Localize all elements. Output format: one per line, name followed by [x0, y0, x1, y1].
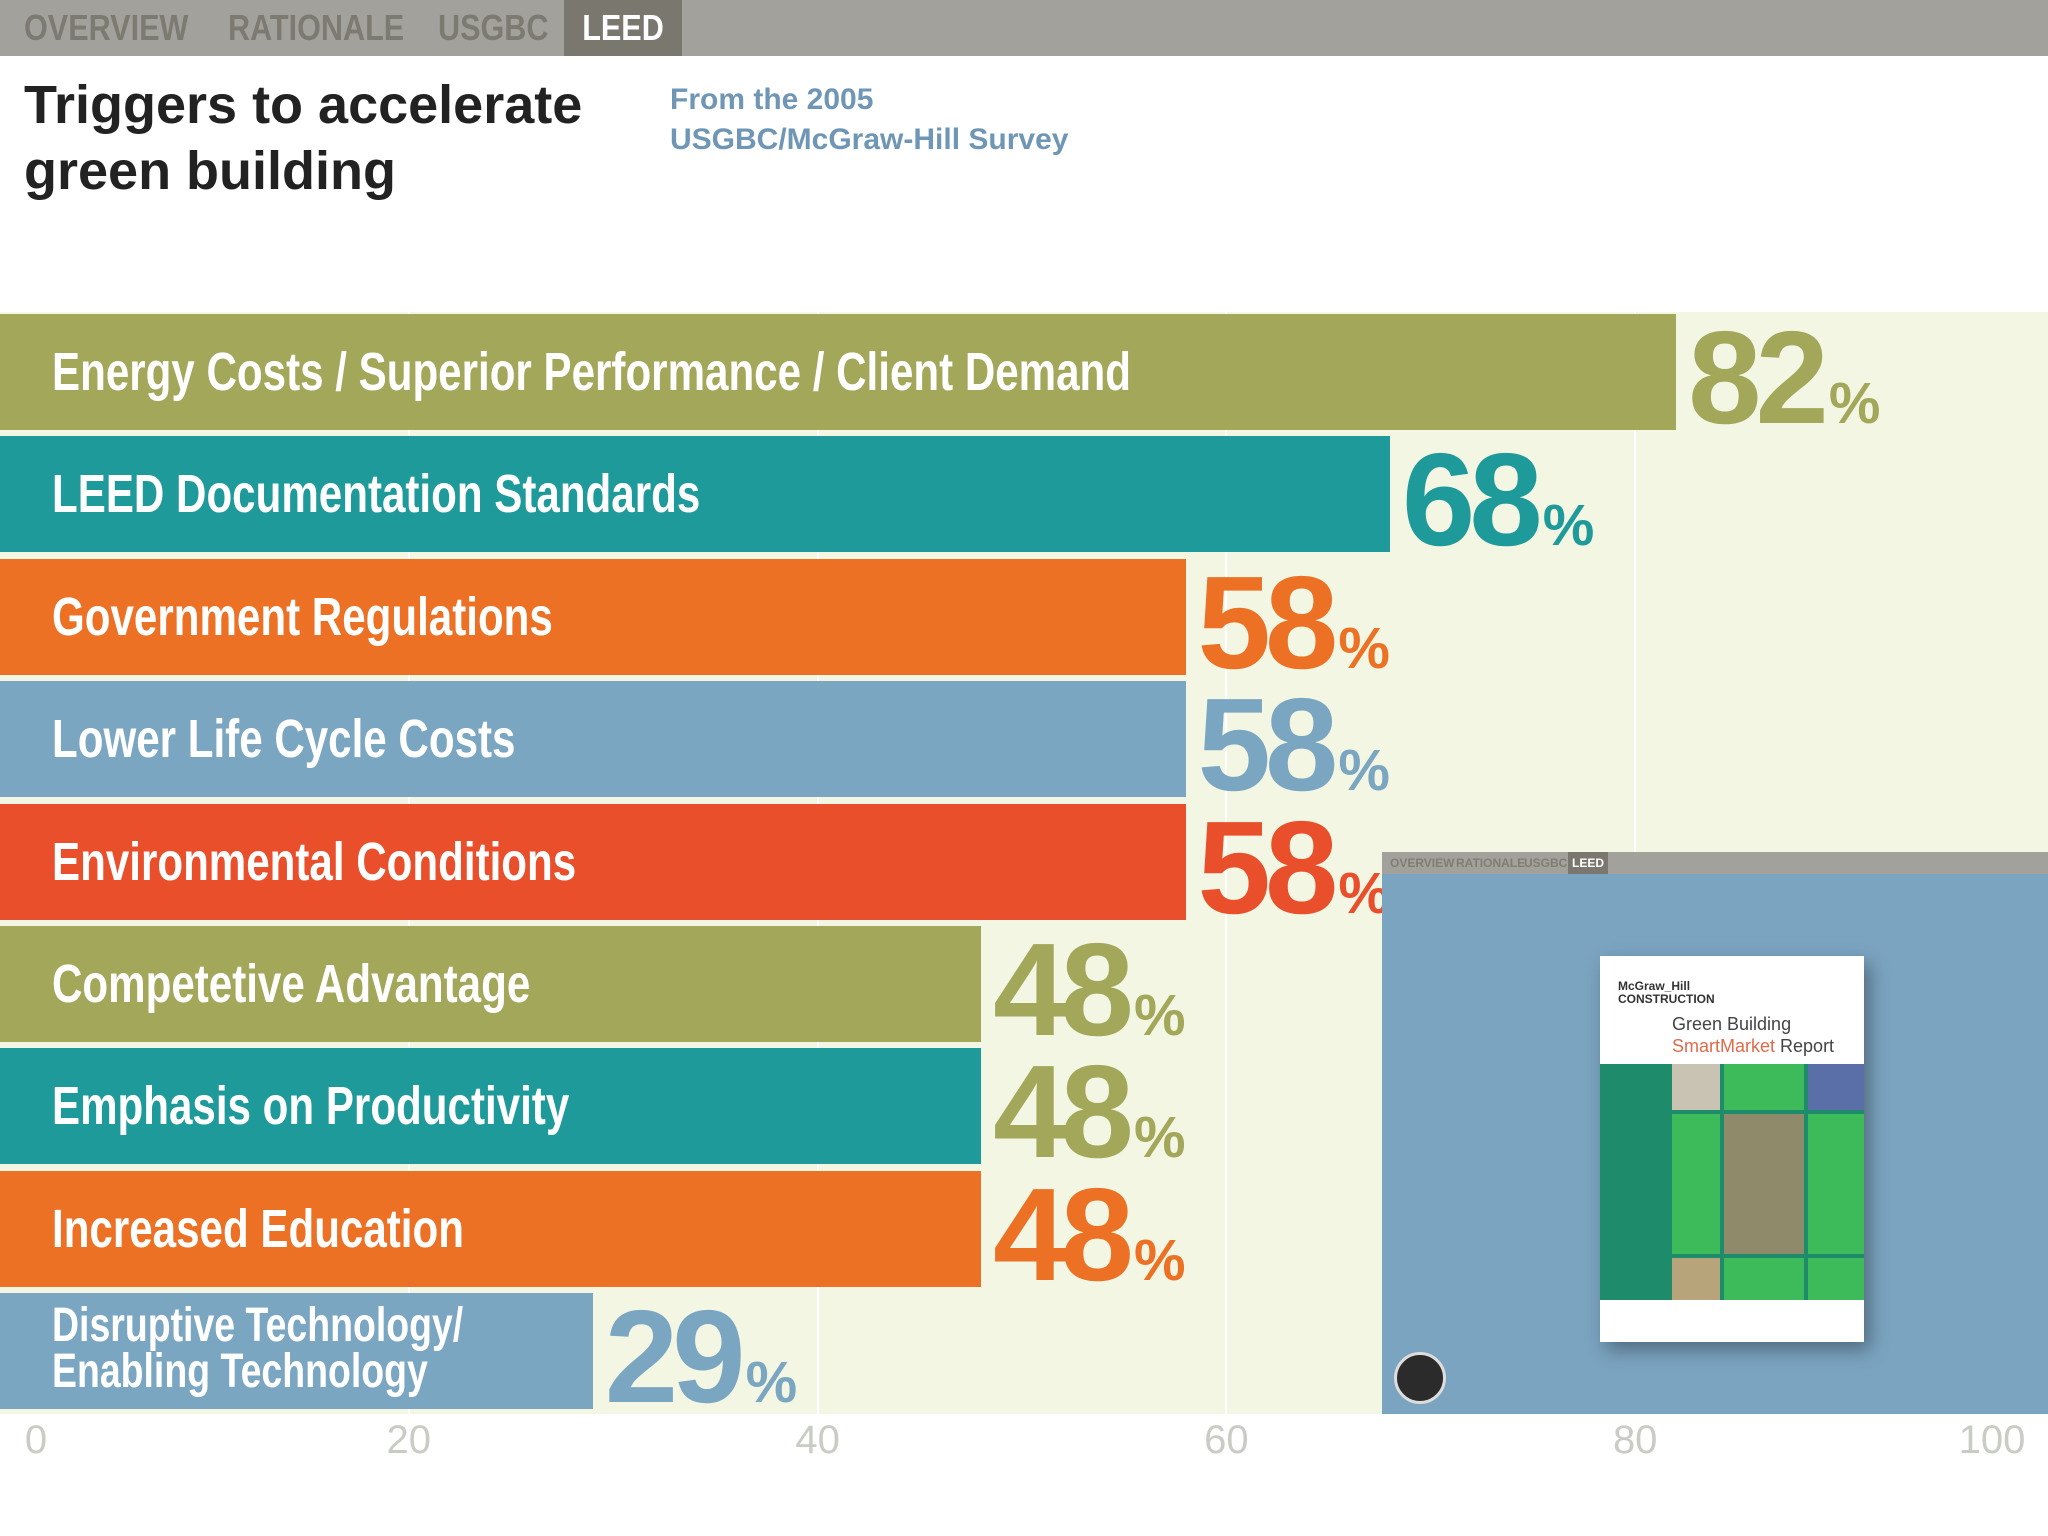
report-title-smartmarket: SmartMarket	[1672, 1036, 1776, 1056]
bar-value-number: 58	[1197, 671, 1339, 819]
bar-label: LEED Documentation Standards	[52, 465, 883, 523]
bar	[0, 1170, 982, 1287]
bar-value-number: 48	[993, 1160, 1134, 1308]
bar-label: Increased Education	[52, 1200, 580, 1258]
tab-rationale[interactable]: RATIONALE	[228, 0, 435, 56]
bar-value-label: 68%	[1402, 434, 1594, 566]
top-nav: OVERVIEW RATIONALE USGBC LEED	[0, 0, 2048, 56]
bar-value-label: 58%	[1198, 679, 1390, 811]
bar-value-number: 58	[1197, 793, 1339, 941]
page-title: Triggers to accelerate green building	[24, 75, 583, 201]
bar	[0, 558, 1186, 675]
percent-sign: %	[1542, 493, 1595, 559]
tab-leed[interactable]: LEED	[564, 0, 682, 56]
bar	[0, 681, 1186, 798]
cover-block	[1672, 1064, 1720, 1110]
bar-label: Environmental Conditions	[52, 833, 724, 891]
tab-label: OVERVIEW	[24, 7, 189, 48]
bar-label: Lower Life Cycle Costs	[52, 710, 646, 768]
percent-sign: %	[1338, 615, 1390, 681]
percent-sign: %	[1133, 983, 1186, 1048]
tab-usgbc[interactable]: USGBC	[438, 0, 568, 56]
bar	[0, 436, 1390, 553]
x-tick-label: 80	[1612, 1418, 1658, 1462]
cover-block	[1808, 1114, 1864, 1254]
bar-value-number: 48	[993, 1038, 1134, 1186]
bar-label-text: Environmental Conditions	[52, 831, 577, 892]
percent-sign: %	[1133, 1227, 1186, 1293]
x-tick-label: 60	[1204, 1418, 1249, 1462]
bar-label-text: Government Regulations	[52, 586, 553, 647]
cover-photo	[1724, 1114, 1804, 1254]
x-tick-label: 40	[795, 1418, 840, 1462]
report-subtitle: SmartMarket Report	[1672, 1036, 1834, 1057]
bar-label-text: Competetive Advantage	[52, 954, 531, 1014]
inset-tab-leed: LEED	[1568, 852, 1609, 874]
bar	[0, 803, 1186, 920]
tab-label: USGBC	[438, 7, 549, 48]
bar-label: Government Regulations	[52, 588, 694, 646]
inset-tab-usgbc: USGBC	[1524, 856, 1568, 870]
inset-nav: OVERVIEW RATIONALE USGBC LEED	[1382, 852, 2048, 874]
bar-label: Competetive Advantage	[52, 955, 665, 1013]
bar-value-label: 48%	[993, 1168, 1186, 1301]
bar-label: Energy Costs / Superior Performance / Cl…	[52, 343, 1435, 401]
bar-label: Emphasis on Productivity	[52, 1077, 715, 1135]
usgbc-seal-icon	[1394, 1352, 1446, 1404]
bar	[0, 1293, 593, 1410]
bar-label-text: Increased Education	[52, 1198, 464, 1259]
percent-sign: %	[1828, 371, 1881, 436]
report-title: Green Building	[1672, 1014, 1792, 1034]
bar-label-text: Emphasis on Productivity	[52, 1076, 570, 1137]
cover-block	[1724, 1258, 1804, 1300]
inset-tab-overview: OVERVIEW	[1390, 856, 1455, 870]
bar-value-number: 29	[604, 1283, 746, 1431]
bar-value-label: 29%	[605, 1291, 797, 1423]
report-cover-image	[1600, 1064, 1864, 1300]
cover-block	[1672, 1114, 1720, 1254]
cover-block	[1724, 1064, 1804, 1110]
bar-value-number: 82	[1688, 304, 1829, 451]
percent-sign: %	[1133, 1105, 1186, 1171]
bar-value-number: 58	[1197, 548, 1339, 696]
tab-label: RATIONALE	[228, 7, 405, 48]
bar-label-text: Disruptive Technology/ Enabling Technolo…	[52, 1299, 464, 1399]
bar-value-label: 58%	[1198, 556, 1390, 689]
x-tick-label: 20	[386, 1418, 432, 1462]
bar-label-text: Lower Life Cycle Costs	[52, 709, 516, 770]
bar-label: Disruptive Technology/ Enabling Technolo…	[52, 1299, 579, 1399]
page-subtitle: From the 2005 USGBC/McGraw-Hill Survey	[670, 83, 1069, 156]
percent-sign: %	[1338, 860, 1390, 926]
report-title-report: Report	[1775, 1036, 1835, 1056]
bar-label-text: LEED Documentation Standards	[52, 464, 701, 525]
bar-value-number: 68	[1401, 426, 1543, 574]
bar-value-number: 48	[993, 916, 1134, 1063]
bar-label-text: Energy Costs / Superior Performance / Cl…	[52, 342, 1132, 402]
report-brand: McGraw_Hill CONSTRUCTION	[1618, 979, 1715, 1006]
bar-value-label: 58%	[1198, 801, 1390, 934]
percent-sign: %	[1338, 738, 1390, 804]
inset-tab-rationale: RATIONALE	[1456, 856, 1526, 870]
tab-overview[interactable]: OVERVIEW	[24, 0, 217, 56]
bar	[0, 1048, 982, 1165]
cover-block	[1808, 1064, 1864, 1110]
bar	[0, 314, 1677, 430]
bar	[0, 926, 982, 1042]
x-tick-label: 100	[1958, 1418, 2026, 1462]
report-cover: McGraw_Hill CONSTRUCTION Green Building …	[1600, 956, 1864, 1342]
bar-value-label: 82%	[1688, 312, 1880, 444]
x-tick-label: 0	[24, 1418, 48, 1462]
tab-label: LEED	[582, 7, 664, 48]
percent-sign: %	[745, 1350, 798, 1416]
cover-block	[1672, 1258, 1720, 1300]
report-inset: OVERVIEW RATIONALE USGBC LEED McGraw_Hil…	[1382, 852, 2048, 1414]
bar-value-label: 48%	[993, 924, 1185, 1056]
bar-value-label: 48%	[993, 1046, 1185, 1178]
gridline	[1225, 312, 1228, 1414]
cover-block	[1808, 1258, 1864, 1300]
